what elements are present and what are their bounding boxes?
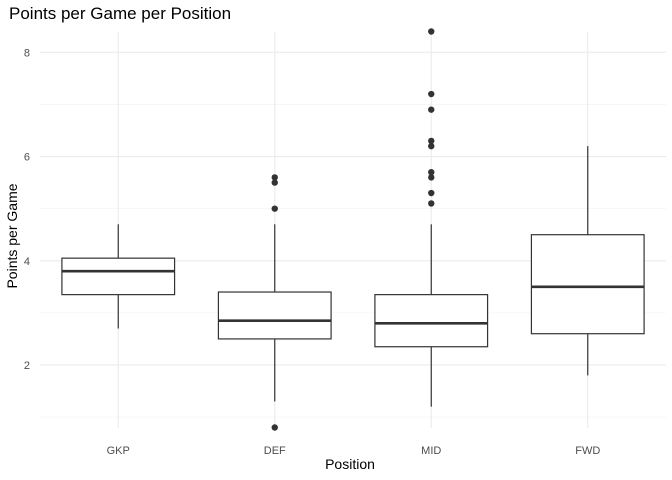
y-tick-label: 4 (24, 256, 30, 268)
box-mid (374, 28, 489, 407)
x-tick-label: DEF (264, 445, 286, 457)
y-tick-label: 8 (24, 47, 30, 59)
iqr-box (374, 294, 489, 348)
outlier-point (428, 28, 435, 35)
x-tick-label: FWD (575, 445, 600, 457)
boxes-layer (61, 28, 645, 431)
outlier-point (428, 90, 435, 98)
iqr-box (61, 257, 176, 296)
box-def (217, 174, 332, 431)
outlier-point (428, 200, 435, 207)
y-tick-label: 6 (24, 152, 30, 164)
outlier-point (271, 179, 278, 186)
chart-title: Points per Game per Position (9, 4, 232, 23)
x-tick-label: MID (421, 445, 441, 457)
outlier-point (428, 142, 435, 150)
grid-lines (40, 32, 666, 428)
y-axis-title: Points per Game (4, 183, 20, 288)
iqr-box (217, 291, 332, 340)
outlier-point (271, 424, 278, 431)
outlier-point (428, 168, 435, 176)
box-fwd (530, 146, 645, 376)
y-tick-label: 2 (24, 360, 30, 372)
outlier-point (271, 205, 278, 212)
outlier-point (428, 174, 435, 181)
outlier-point (428, 189, 435, 197)
iqr-box (530, 234, 645, 335)
box-gkp (61, 224, 176, 329)
outlier-point (428, 106, 435, 113)
outlier-point (271, 174, 278, 181)
x-tick-label: GKP (107, 445, 130, 457)
outlier-point (428, 137, 435, 145)
tick-labels: 2 4 6 8 GKP DEF MID FWD (24, 47, 600, 457)
x-axis-title: Position (325, 456, 375, 472)
